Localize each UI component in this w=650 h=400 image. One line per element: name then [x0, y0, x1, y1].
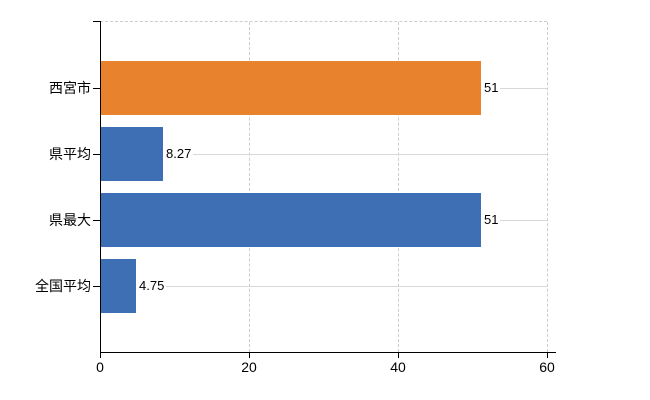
- x-gridline-40: [398, 22, 399, 352]
- y-axis-tick-2: [93, 220, 100, 221]
- y-axis-tick-1: [93, 154, 100, 155]
- value-label-1: 8.27: [163, 146, 194, 162]
- x-gridline-60: [547, 22, 548, 352]
- category-label-0: 西宮市: [49, 80, 91, 96]
- category-label-3: 全国平均: [35, 278, 91, 294]
- bar-2: [101, 193, 481, 247]
- y-axis-tick-3: [93, 286, 100, 287]
- bar-0: [101, 61, 481, 115]
- x-tick-label-20: 20: [241, 359, 257, 375]
- x-tick-label-60: 60: [539, 359, 555, 375]
- bar-1: [101, 127, 163, 181]
- x-axis-tick-60: [547, 352, 548, 358]
- x-tick-label-0: 0: [96, 359, 104, 375]
- x-gridline-20: [249, 22, 250, 352]
- plot-top-border: [100, 21, 547, 22]
- x-tick-label-40: 40: [390, 359, 406, 375]
- y-axis-tick-0: [93, 88, 100, 89]
- row-gridline-3: [100, 286, 547, 287]
- value-label-0: 51: [481, 80, 501, 96]
- value-label-2: 51: [481, 212, 501, 228]
- category-label-1: 県平均: [49, 146, 91, 162]
- x-axis-tick-40: [398, 352, 399, 358]
- y-axis-line: [100, 21, 101, 352]
- x-axis-tick-0: [100, 352, 101, 358]
- x-axis-tick-20: [249, 352, 250, 358]
- category-label-2: 県最大: [49, 212, 91, 228]
- x-axis-line: [100, 352, 556, 353]
- y-axis-tick-top: [93, 21, 100, 22]
- bar-3: [101, 259, 136, 313]
- row-gridline-1: [100, 154, 547, 155]
- value-label-3: 4.75: [136, 278, 167, 294]
